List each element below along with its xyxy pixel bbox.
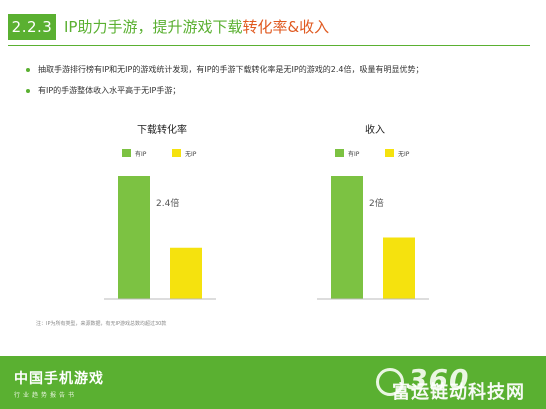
legend-swatch — [172, 149, 181, 157]
ratio-annotation: 2倍 — [369, 197, 384, 209]
bullet-item: 有IP的手游整体收入水平高于无IP手游； — [26, 85, 526, 97]
legend-label: 有IP — [135, 150, 147, 158]
section-number: 2.2.3 — [8, 14, 56, 40]
watermark: 富运链动科技网 — [392, 382, 525, 403]
title-accent: 转化率&收入 — [242, 18, 330, 36]
legend-swatch — [122, 149, 131, 157]
bar-有IP — [118, 176, 150, 299]
ratio-annotation: 2.4倍 — [156, 197, 179, 209]
bullet-list: 抽取手游排行榜有IP和无IP的游戏统计发现，有IP的手游下载转化率是无IP的游戏… — [26, 64, 526, 106]
footer-bar: 中国手机游戏 行业趋势报告书 360 — [0, 356, 546, 409]
legend-label: 无IP — [398, 151, 410, 158]
footer-title: 中国手机游戏 — [14, 371, 104, 387]
title-divider — [8, 45, 530, 46]
footnote: 注：IP为所有类型，来源数据，有无IP游戏总数均超过30款 — [36, 321, 167, 327]
bullet-item: 抽取手游排行榜有IP和无IP的游戏统计发现，有IP的手游下载转化率是无IP的游戏… — [26, 64, 526, 76]
bar-无IP — [383, 237, 415, 299]
legend-label: 有IP — [348, 150, 360, 158]
page-title: IP助力手游，提升游戏下载转化率&收入 — [64, 14, 329, 40]
chart-title: 下载转化率 — [137, 123, 187, 136]
footer-logo: 360 — [408, 363, 470, 396]
legend-label: 无IP — [185, 151, 197, 158]
title-main: IP助力手游，提升游戏下载 — [64, 18, 243, 36]
bar-有IP — [331, 176, 363, 299]
chart-title: 收入 — [365, 123, 385, 136]
bar-无IP — [170, 247, 202, 299]
footer-subtitle: 行业趋势报告书 — [14, 392, 78, 399]
legend-swatch — [335, 149, 344, 157]
logo-ring-icon — [376, 368, 404, 396]
legend-swatch — [385, 149, 394, 157]
